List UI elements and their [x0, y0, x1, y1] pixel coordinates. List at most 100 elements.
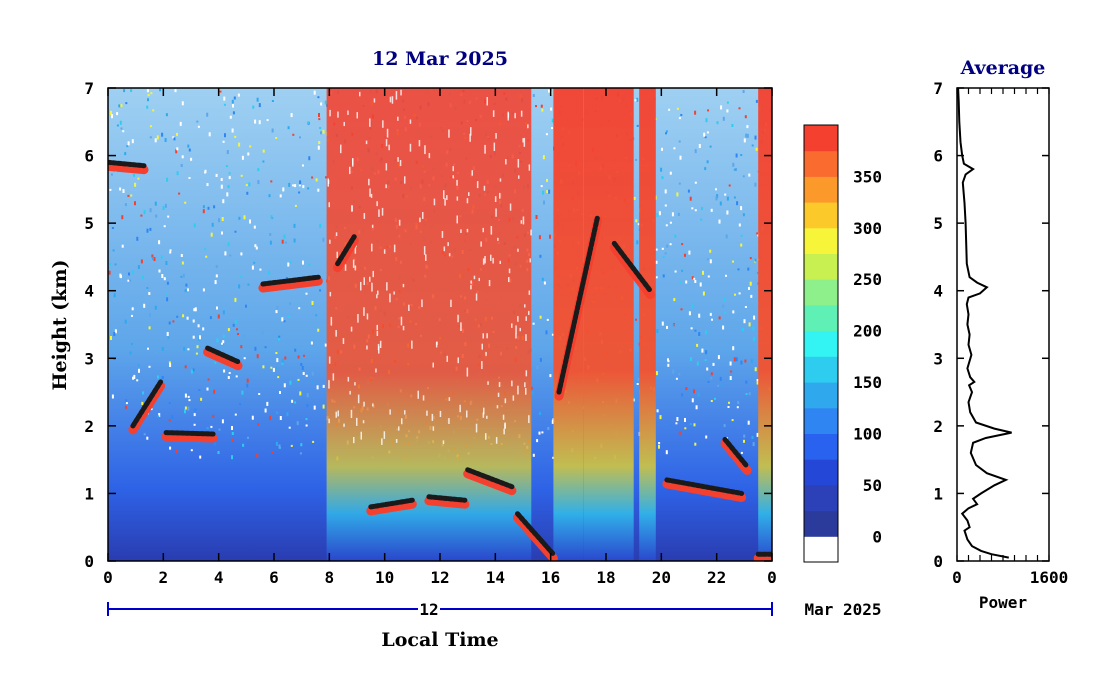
noise-speck: [147, 348, 149, 350]
x-tick-label: 6: [269, 568, 279, 587]
noise-speck: [708, 381, 710, 383]
noise-speck: [685, 281, 687, 284]
noise-speck: [132, 307, 134, 310]
noise-speck: [185, 365, 187, 368]
colorbar-tick-label: 250: [853, 270, 882, 289]
noise-speck: [306, 293, 308, 295]
noise-speck: [672, 370, 674, 374]
noise-speck: [112, 227, 114, 229]
noise-speck: [138, 364, 140, 366]
noise-speck: [254, 226, 256, 229]
noise-speck: [258, 393, 260, 395]
noise-speck: [131, 343, 133, 345]
noise-speck: [176, 133, 178, 136]
noise-speck: [172, 320, 174, 322]
noise-speck: [546, 179, 548, 182]
colorbar: 050100150200250300350: [804, 125, 882, 562]
noise-speck: [167, 282, 169, 285]
noise-speck: [325, 101, 327, 105]
precip-speck: [345, 264, 347, 271]
noise-speck: [253, 262, 255, 264]
noise-speck: [703, 292, 705, 296]
colorbar-swatch: [804, 279, 838, 305]
x-tick-label: 16: [541, 568, 560, 587]
noise-speck: [698, 393, 700, 397]
precip-speck: [495, 133, 497, 139]
noise-speck: [205, 256, 207, 258]
noise-speck: [320, 131, 322, 134]
noise-speck: [164, 277, 166, 280]
precip-speck: [470, 281, 472, 284]
noise-speck: [127, 195, 129, 197]
noise-speck: [115, 263, 117, 265]
noise-speck: [282, 240, 284, 244]
noise-speck: [755, 367, 757, 371]
noise-speck: [709, 250, 711, 253]
precip-speck: [500, 178, 502, 181]
precip-speck: [363, 402, 365, 407]
noise-speck: [711, 372, 713, 375]
noise-speck: [284, 383, 286, 387]
noise-speck: [300, 363, 302, 366]
noise-speck: [691, 327, 693, 329]
precip-speck: [476, 424, 478, 433]
noise-speck: [297, 437, 299, 439]
noise-speck: [656, 213, 658, 217]
profile-x-tick-label: 1600: [1030, 568, 1069, 587]
noise-speck: [693, 278, 695, 280]
noise-speck: [750, 257, 752, 259]
precip-speck: [351, 206, 353, 212]
precip-speck: [400, 160, 402, 166]
noise-speck: [306, 375, 308, 377]
noise-speck: [215, 280, 217, 284]
noise-speck: [166, 297, 168, 301]
noise-speck: [150, 92, 152, 94]
noise-speck: [286, 412, 288, 416]
noise-speck: [114, 293, 116, 297]
precip-speck: [517, 249, 519, 252]
noise-speck: [243, 334, 245, 338]
precip-speck: [459, 405, 461, 412]
noise-speck: [234, 136, 236, 138]
noise-speck: [228, 242, 230, 246]
noise-speck: [147, 89, 149, 92]
noise-speck: [165, 261, 167, 265]
noise-speck: [181, 164, 183, 167]
colorbar-swatch: [804, 228, 838, 254]
precip-speck: [418, 391, 420, 399]
noise-speck: [679, 141, 681, 143]
noise-speck: [178, 193, 180, 195]
noise-speck: [166, 113, 168, 116]
precip-speck: [369, 277, 371, 282]
noise-speck: [212, 415, 214, 418]
noise-speck: [276, 358, 278, 362]
x-tick-label: 8: [325, 568, 335, 587]
precip-speck: [378, 209, 380, 216]
noise-speck: [150, 136, 152, 138]
noise-speck: [109, 189, 111, 191]
noise-speck: [291, 445, 293, 447]
noise-speck: [323, 405, 325, 409]
noise-speck: [203, 209, 205, 213]
noise-speck: [150, 208, 152, 212]
precip-speck: [526, 370, 528, 376]
noise-speck: [745, 134, 747, 138]
x-tick-label: 0: [103, 568, 113, 587]
noise-speck: [169, 322, 171, 325]
noise-speck: [138, 265, 140, 269]
noise-speck: [113, 249, 115, 251]
noise-speck: [636, 240, 638, 244]
precip-speck: [369, 119, 371, 127]
noise-speck: [232, 129, 234, 133]
noise-speck: [635, 219, 637, 222]
precip-speck: [520, 328, 522, 331]
precip-speck: [400, 90, 402, 96]
precip-speck: [503, 429, 505, 435]
noise-speck: [223, 335, 225, 338]
noise-speck: [660, 415, 662, 419]
colorbar-swatch: [804, 176, 838, 202]
noise-speck: [665, 132, 667, 134]
noise-speck: [318, 146, 320, 150]
heatmap-plot: [108, 88, 774, 561]
noise-speck: [256, 454, 258, 458]
